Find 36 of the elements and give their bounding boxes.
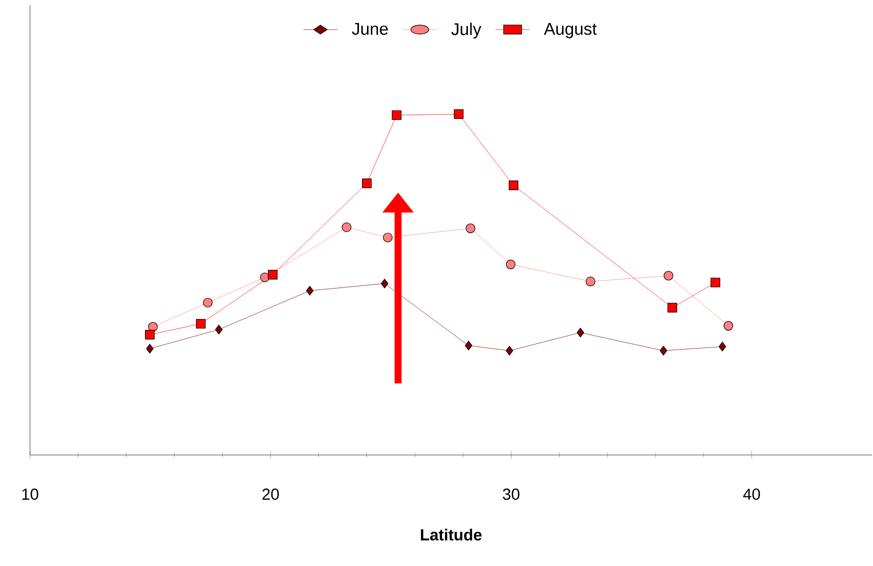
point xyxy=(464,340,472,350)
legend-label: June xyxy=(352,23,388,35)
point xyxy=(196,318,206,329)
point xyxy=(508,180,518,190)
x-tick-label: 10 xyxy=(22,488,38,500)
x-tick-label: 40 xyxy=(743,488,760,500)
point xyxy=(145,330,155,340)
point xyxy=(382,232,393,242)
legend-label: July xyxy=(451,22,482,39)
x-tick-label: 30 xyxy=(502,488,520,500)
point xyxy=(724,320,734,331)
point xyxy=(506,260,516,270)
point xyxy=(454,109,464,119)
x-tick-label: 20 xyxy=(262,488,279,500)
point xyxy=(215,324,223,334)
point xyxy=(576,328,584,338)
point xyxy=(342,222,352,232)
point xyxy=(268,270,278,280)
point xyxy=(664,270,674,280)
point xyxy=(392,110,402,120)
point xyxy=(306,286,314,296)
point xyxy=(466,223,476,234)
point xyxy=(660,346,668,356)
x-axis-title: Latitude xyxy=(420,528,482,540)
point xyxy=(718,342,726,352)
point xyxy=(260,272,270,282)
point xyxy=(202,298,213,308)
point xyxy=(380,278,388,288)
point xyxy=(668,302,678,313)
point xyxy=(148,322,158,332)
point xyxy=(710,278,720,288)
legend-label: August xyxy=(544,23,597,38)
point xyxy=(506,346,514,356)
point xyxy=(362,178,372,188)
point xyxy=(586,276,596,286)
point xyxy=(146,344,154,354)
